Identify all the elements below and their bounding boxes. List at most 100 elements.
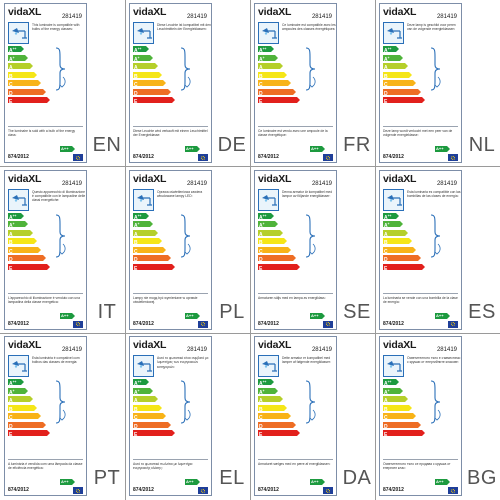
model-number: 281419 [436,347,457,354]
energy-class-bar: A++ [133,379,149,387]
language-code: EL [219,467,245,490]
energy-class-letter: A [9,214,13,221]
energy-class-letter: A [134,214,138,221]
energy-class-scale: A++ A+ A B C D E [133,46,177,108]
regulation-number: 874/2012 [133,320,154,327]
brand-name: vidaXL [133,339,167,352]
energy-class-bar: C [8,413,42,421]
language-code: IT [97,300,117,323]
energy-class-letter: A [134,65,138,71]
curly-brace-icon [430,214,441,258]
included-bulb-text: Armaturen säljs med en lampa av energikl… [258,295,326,300]
energy-class-letter: C [9,82,13,88]
grid-line [0,333,500,334]
energy-class-letter: B [384,73,388,80]
energy-label-cell-pl: vidaXL 281419 Oprawa oświetleniowa zawie… [125,167,250,334]
included-bulb-text: Αυτό το φωτιστικό πωλείται με λαμπτήρα ε… [133,462,193,471]
energy-class-bar: B [8,404,37,413]
curly-brace-icon [180,214,191,258]
energy-class-bar: C [8,246,42,255]
energy-class-suffix: ++ [12,213,17,218]
energy-class-letter: E [9,265,13,272]
energy-class-bar: E [133,263,175,272]
curly-brace-icon [55,47,66,91]
energy-class-bar: A [258,63,283,71]
brand-name: vidaXL [258,172,292,185]
energy-class-bar: D [8,421,45,430]
energy-class-bar: C [383,246,417,255]
energy-class-letter: D [259,423,263,430]
lamp-pictogram [258,355,279,378]
energy-class-bar: B [383,71,412,80]
energy-class-bar: E [383,430,425,439]
energy-class-bar: A [258,396,283,404]
energy-class-letter: A [384,214,388,221]
energy-class-letter: A [384,223,388,230]
energy-class-letter: D [134,90,138,97]
energy-label-cell-da: vidaXL 281419 Dette armatur er kompatibe… [250,333,375,500]
energy-class-suffix: + [387,55,390,60]
energy-class-scale: A++ A+ A B C D E [258,46,302,108]
energy-class-letter: A [259,231,263,238]
separator [258,459,333,461]
energy-class-bar: D [8,88,45,97]
eu-flag-icon [73,320,83,328]
energy-class-bar: B [8,71,37,80]
energy-class-bar: D [8,255,45,263]
energy-class-bar: D [133,88,170,97]
energy-class-letter: E [384,432,388,439]
energy-label-card: vidaXL 281419 Questo apparecchio di illu… [4,169,87,330]
energy-class-bar: A++ [8,379,24,387]
energy-class-letter: A [134,223,138,230]
included-bulb-text: La luminaria se vende con una bombilla d… [383,295,458,304]
eu-flag-icon [323,320,333,328]
energy-class-letter: D [134,423,138,430]
desk-lamp-icon [387,194,402,206]
compatibility-text: Dette armatur er kompatibel med lamper a… [282,356,331,365]
desk-lamp-icon [262,28,277,39]
energy-class-bar: A+ [383,387,404,396]
curly-brace-icon [180,47,191,91]
energy-class-suffix: + [262,222,265,227]
energy-class-suffix: + [12,222,15,227]
energy-class-letter: C [259,248,263,255]
energy-class-suffix: ++ [12,380,17,385]
included-bulb-text: Осветителното тяло се продава с крушка о… [383,462,451,471]
energy-class-letter: A [384,381,388,388]
brand-name: vidaXL [8,339,42,352]
energy-class-bar: C [383,413,417,421]
brand-name: vidaXL [8,6,42,18]
energy-class-bar: B [258,404,287,413]
energy-class-letter: A [9,389,13,396]
energy-class-letter: B [134,240,138,247]
regulation-number: 874/2012 [383,320,404,327]
energy-label-card: vidaXL 281419 Ce luminaire est compatibl… [254,3,337,163]
energy-class-scale: A++ A+ A B C D E [8,46,52,108]
energy-class-bar: A [133,396,158,404]
eu-flag-icon [323,487,333,495]
energy-label-cell-el: vidaXL 281419 Αυτό το φωτιστικό είναι συ… [125,333,250,500]
energy-class-bar: C [258,413,292,421]
desk-lamp-icon [12,194,27,206]
energy-class-letter: A [9,56,13,63]
included-bulb-text: L'apparecchio di illuminazione è venduto… [8,295,80,304]
model-number: 281419 [311,347,332,354]
energy-class-letter: D [9,423,13,430]
energy-class-bar: A [133,63,158,71]
energy-label-cell-es: vidaXL 281419 Esta luminaria es compatib… [375,167,500,334]
energy-label-cell-nl: vidaXL 281419 Deze lamp is geschikt voor… [375,0,500,167]
regulation-number: 874/2012 [383,487,404,494]
grid-line [0,166,500,167]
included-class-badge: A++ [185,146,200,152]
energy-class-bar: C [8,80,42,88]
brand-name: vidaXL [383,6,417,18]
energy-class-letter: B [134,73,138,80]
eu-flag-icon [448,154,458,161]
curly-brace-icon [430,47,441,91]
lamp-pictogram [383,22,404,44]
energy-class-letter: D [9,90,13,97]
energy-class-scale: A++ A+ A B C D E [133,212,177,275]
eu-flag-icon [448,320,458,328]
language-code: EN [92,134,122,156]
energy-label-card: vidaXL 281419 Dette armatur er kompatibe… [254,336,337,497]
